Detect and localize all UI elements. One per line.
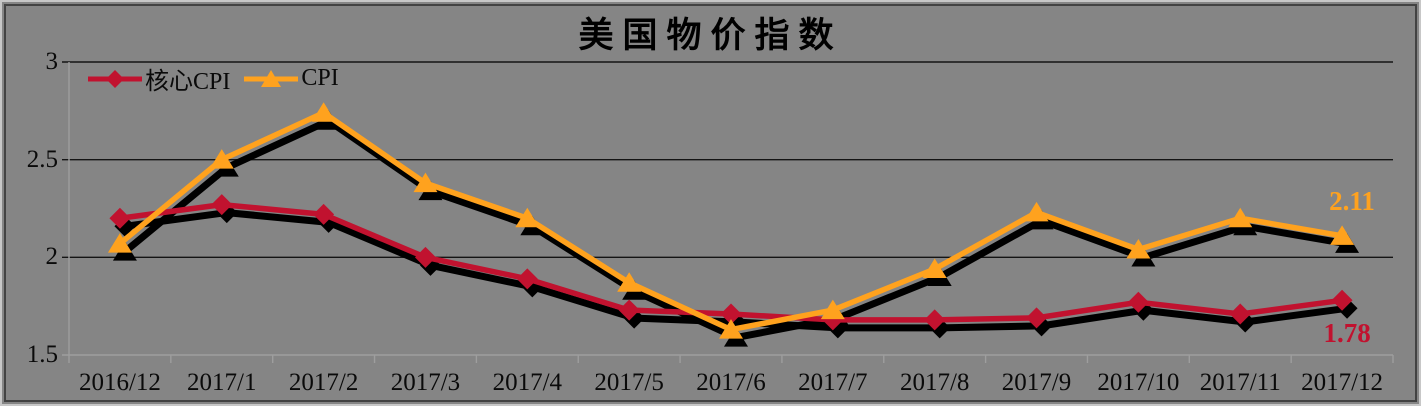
x-tick-label: 2017/7 [798, 369, 868, 396]
cpi-marker-icon [1330, 225, 1355, 245]
legend-label-core-cpi: 核心CPI [145, 69, 231, 95]
cpi-triangle-icon [244, 69, 299, 87]
core-cpi-marker-icon [211, 194, 233, 216]
cpi-marker-icon [311, 102, 336, 122]
core-cpi-shadow [114, 202, 1358, 339]
core-cpi-series[interactable] [109, 194, 1353, 331]
core-cpi-marker-icon [1229, 303, 1251, 325]
legend-label-cpi: CPI [301, 65, 339, 91]
y-tick-label: 2.5 [26, 145, 58, 173]
cpi-series[interactable] [107, 102, 1355, 339]
x-tick-label: 2017/2 [288, 369, 359, 396]
cpi-marker-icon [617, 272, 642, 292]
y-tick-label: 1.5 [26, 341, 58, 368]
core-cpi-marker-icon [1127, 291, 1149, 313]
x-tick-label: 2017/4 [492, 369, 563, 396]
cpi-marker-icon [820, 299, 845, 320]
core-cpi-marker-icon [1026, 307, 1048, 329]
core-cpi-marker-icon [109, 207, 131, 229]
legend-item-core-cpi[interactable]: 核心CPI [88, 61, 230, 96]
cpi-marker-icon [922, 258, 947, 279]
core-cpi-marker-icon [414, 246, 436, 268]
x-tick-label: 2017/12 [1301, 369, 1384, 396]
core-cpi-marker-icon [313, 203, 335, 225]
cpi-marker-icon [209, 149, 234, 169]
x-tick-label: 2017/5 [594, 369, 664, 396]
cpi-marker-icon [1228, 207, 1253, 228]
legend-item-cpi[interactable]: CPI [244, 65, 339, 92]
cpi-marker-icon [413, 172, 438, 193]
cpi-marker-icon [107, 233, 132, 253]
x-tick-label: 2016/12 [78, 369, 161, 396]
cpi-marker-icon [719, 319, 743, 339]
x-tick-label: 2017/9 [1001, 369, 1072, 396]
x-tick-label: 2017/8 [899, 369, 970, 396]
x-tick-label: 2017/10 [1097, 369, 1180, 396]
core-cpi-marker-icon [720, 303, 742, 325]
x-tick-label: 2017/11 [1199, 369, 1281, 396]
core-cpi-marker-icon [924, 309, 946, 331]
cpi-end-label: 2.11 [1329, 185, 1375, 216]
chart-title: 美国物价指数 [578, 16, 843, 55]
cpi-marker-icon [1126, 239, 1151, 259]
gridlines [62, 61, 1394, 363]
core-cpi-diamond-icon [88, 69, 142, 88]
cpi-marker-icon [1024, 201, 1049, 222]
y-tick-label: 2 [45, 243, 59, 271]
cpi-marker-icon [515, 207, 540, 228]
legend: 核心CPI CPI [88, 61, 339, 96]
y-tick-label: 3 [45, 48, 59, 75]
x-tick-label: 2017/3 [390, 369, 461, 396]
core-cpi-marker-icon [618, 299, 640, 321]
core-cpi-end-label: 1.78 [1323, 318, 1371, 349]
x-tick-label: 2017/6 [696, 369, 766, 396]
x-tick-label: 2017/1 [187, 369, 257, 396]
core-cpi-marker-icon [516, 268, 538, 290]
core-cpi-marker-icon [1331, 289, 1353, 311]
